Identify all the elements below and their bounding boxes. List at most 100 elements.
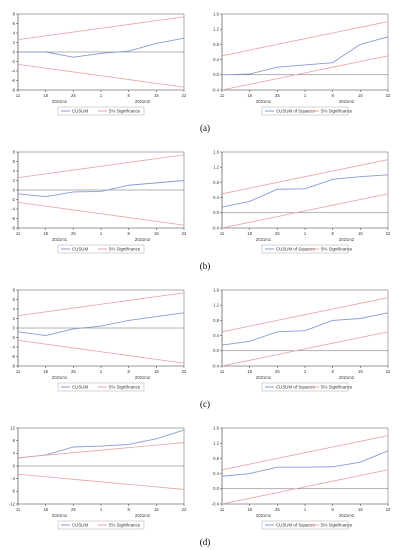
legend-label-stat: CUSUM xyxy=(72,523,88,528)
significance-bound-upper xyxy=(221,21,389,57)
y-tick-label: 0.4 xyxy=(213,57,219,62)
x-tick-label: 15 xyxy=(154,507,159,512)
date-label: 2021m2 xyxy=(135,375,151,380)
legend-label-stat: CUSUM xyxy=(72,247,88,252)
date-label: 2021m2 xyxy=(339,99,355,104)
significance-bound-lower xyxy=(17,339,185,364)
legend-box xyxy=(261,244,349,254)
x-tick-label: 8 xyxy=(127,231,130,236)
x-tick-label: 25 xyxy=(275,93,280,98)
y-tick-label: 0.8 xyxy=(213,180,219,185)
x-tick-label: 8 xyxy=(331,507,334,512)
y-tick-label: 0 xyxy=(13,187,16,192)
y-tick-label: 4 xyxy=(13,30,16,35)
y-tick-label: 0 xyxy=(13,325,16,330)
legend-label-significance: 5% Significance xyxy=(109,523,141,528)
date-label: 2021m1 xyxy=(52,375,68,380)
x-tick-label: 22 xyxy=(182,231,187,236)
date-label: 2021m2 xyxy=(135,99,151,104)
y-tick-label: -6 xyxy=(11,216,15,221)
y-tick-label: -8 xyxy=(11,87,15,92)
x-tick-label: 11 xyxy=(220,507,225,512)
legend-label-stat: CUSUM of Squares xyxy=(276,109,315,114)
date-label: 2021m2 xyxy=(339,375,355,380)
significance-bound-upper xyxy=(17,292,185,317)
significance-bound-lower xyxy=(221,55,389,91)
y-tick-label: -4 xyxy=(11,344,15,349)
x-tick-label: 25 xyxy=(71,93,76,98)
x-tick-label: 15 xyxy=(154,93,159,98)
y-tick-label: -4 xyxy=(11,206,15,211)
y-tick-label: -8 xyxy=(11,489,15,494)
date-label: 2021m1 xyxy=(256,99,272,104)
y-tick-label: -2 xyxy=(11,197,15,202)
date-label: 2021m1 xyxy=(256,375,272,380)
significance-bound-lower xyxy=(17,473,185,490)
y-tick-label: 0.8 xyxy=(213,42,219,47)
y-tick-label: -0.4 xyxy=(212,363,220,368)
x-tick-label: 25 xyxy=(71,231,76,236)
x-tick-label: 8 xyxy=(127,369,130,374)
x-tick-label: 25 xyxy=(71,507,76,512)
x-tick-label: 22 xyxy=(386,369,391,374)
x-tick-label: 15 xyxy=(358,369,363,374)
x-tick-label: 18 xyxy=(43,507,48,512)
y-tick-label: 0 xyxy=(13,49,16,54)
x-tick-label: 18 xyxy=(247,369,252,374)
y-tick-label: 8 xyxy=(13,149,16,154)
x-tick-label: 15 xyxy=(358,507,363,512)
legend-box xyxy=(261,106,349,116)
x-tick-label: 1 xyxy=(100,93,103,98)
y-tick-label: 6 xyxy=(13,297,16,302)
x-tick-label: 8 xyxy=(127,93,130,98)
x-tick-label: 1 xyxy=(304,369,307,374)
y-tick-label: 6 xyxy=(13,159,16,164)
y-tick-label: -0.4 xyxy=(212,225,220,230)
date-label: 2021m1 xyxy=(52,99,68,104)
y-tick-label: -2 xyxy=(11,335,15,340)
y-tick-label: -2 xyxy=(11,59,15,64)
y-tick-label: -8 xyxy=(11,225,15,230)
y-tick-label: 0.4 xyxy=(213,471,219,476)
panel-label: (d) xyxy=(200,537,211,547)
x-tick-label: 22 xyxy=(386,231,391,236)
x-tick-label: 1 xyxy=(304,93,307,98)
x-tick-label: 18 xyxy=(43,231,48,236)
significance-bound-lower xyxy=(221,193,389,229)
significance-bound-lower xyxy=(17,201,185,226)
y-tick-label: 1.2 xyxy=(213,303,219,308)
x-tick-label: 18 xyxy=(247,93,252,98)
date-label: 2021m2 xyxy=(135,237,151,242)
x-tick-label: 1 xyxy=(100,231,103,236)
x-tick-label: 25 xyxy=(275,507,280,512)
series-line-cusum xyxy=(17,429,185,459)
series-line-cusum-of-squares xyxy=(221,174,389,208)
series-line-cusum-of-squares xyxy=(221,312,389,346)
significance-bound-upper xyxy=(221,297,389,333)
y-tick-label: -4 xyxy=(11,476,15,481)
panel-label: (b) xyxy=(200,261,211,271)
y-tick-label: 4 xyxy=(13,306,16,311)
x-tick-label: 15 xyxy=(154,369,159,374)
legend-label-significance: 5% Significance xyxy=(109,385,141,390)
y-tick-label: 2 xyxy=(13,40,16,45)
y-tick-label: 4 xyxy=(13,451,16,456)
y-tick-label: -12 xyxy=(9,501,16,506)
x-tick-label: 8 xyxy=(331,93,334,98)
legend-label-significance: 5% Significance xyxy=(109,247,141,252)
y-tick-label: 0.4 xyxy=(213,195,219,200)
x-tick-label: 8 xyxy=(331,369,334,374)
panel-label: (c) xyxy=(200,399,210,409)
significance-bound-lower xyxy=(221,469,389,505)
x-tick-label: 15 xyxy=(358,231,363,236)
significance-bound-upper xyxy=(17,154,185,179)
x-tick-label: 11 xyxy=(16,369,21,374)
y-tick-label: 0.0 xyxy=(213,72,219,77)
